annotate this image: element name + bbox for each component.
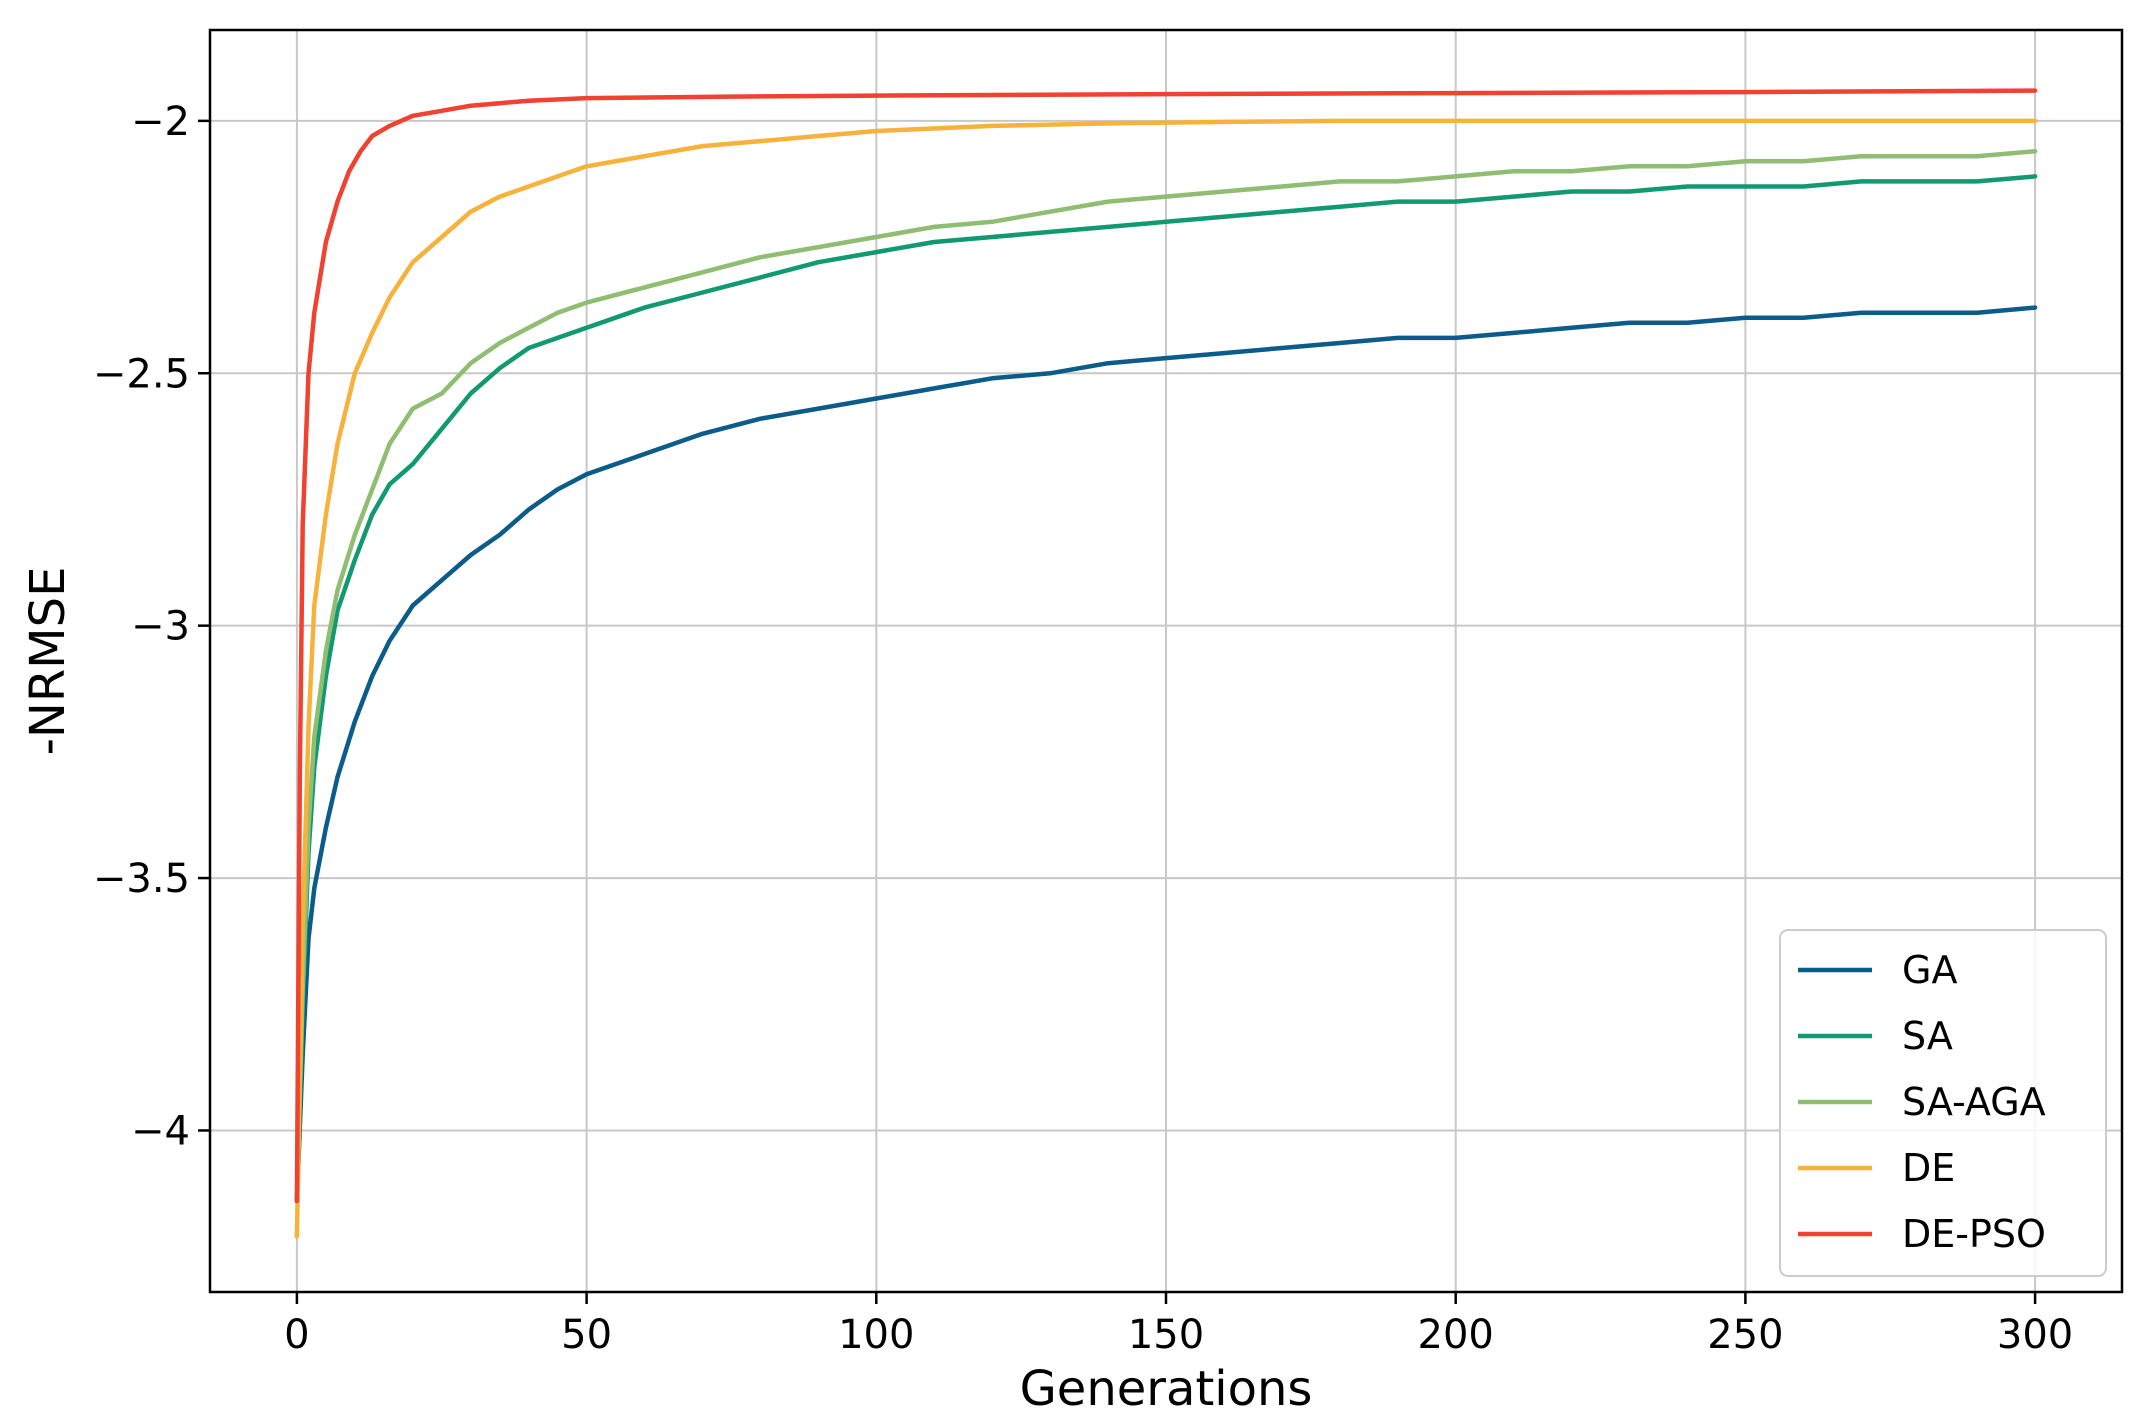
legend-label: GA <box>1902 948 1957 992</box>
legend: GA SA SA-AGA DE DE-PSO <box>1779 929 2107 1277</box>
x-tick-label: 250 <box>1707 1312 1783 1358</box>
series-line-ga <box>294 305 2038 1204</box>
series-line-de <box>294 118 2038 1239</box>
y-tick-label: −3 <box>131 604 190 650</box>
legend-box <box>1779 929 2107 1277</box>
y-tick-label: −3.5 <box>93 856 190 902</box>
x-axis-label: Generations <box>1020 1361 1313 1417</box>
x-tick-label: 100 <box>838 1312 914 1358</box>
grid-lines <box>210 30 2122 1292</box>
x-tick-label: 300 <box>1997 1312 2073 1358</box>
y-tick-label: −2 <box>131 99 190 145</box>
legend-label: DE <box>1902 1146 1955 1190</box>
series-line-de-pso <box>294 88 2038 1204</box>
series-lines <box>294 88 2038 1239</box>
y-axis-label: -NRMSE <box>20 567 76 756</box>
x-tick-label: 200 <box>1418 1312 1494 1358</box>
legend-label: DE-PSO <box>1902 1212 2046 1256</box>
series-line-sa-aga <box>294 148 2038 1204</box>
x-tick-label: 150 <box>1128 1312 1204 1358</box>
legend-label: SA <box>1902 1014 1953 1058</box>
series-line-sa <box>294 174 2038 1204</box>
y-tick-label: −2.5 <box>93 351 190 397</box>
x-tick-label: 50 <box>561 1312 612 1358</box>
legend-label: SA-AGA <box>1902 1080 2046 1124</box>
x-tick-label: 0 <box>284 1312 309 1358</box>
y-tick-label: −4 <box>131 1108 190 1154</box>
axis-ticks: 0 50 100 150 200 250 300 −4 −3.5 −3 −2.5 −2 <box>93 99 2073 1358</box>
